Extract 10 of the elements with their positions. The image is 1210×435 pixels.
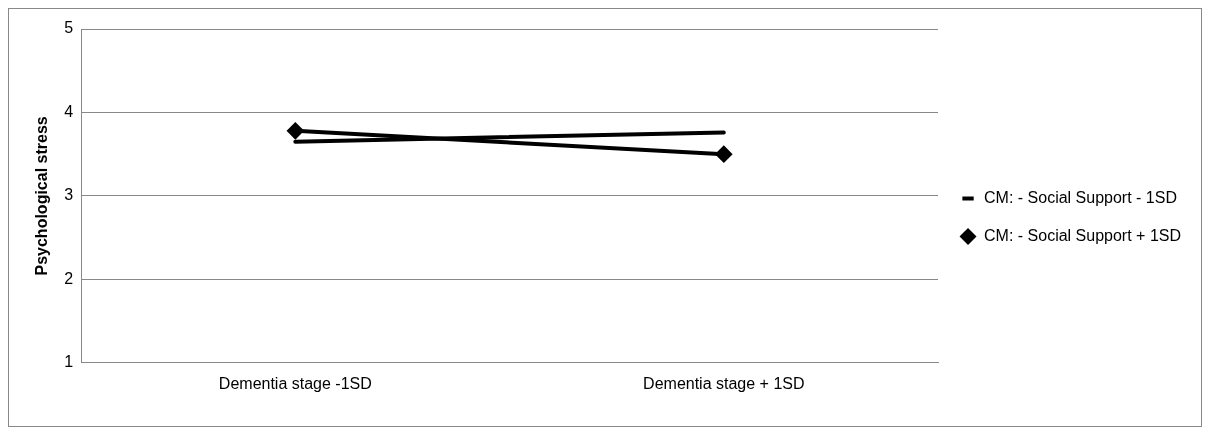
y-tick-label: 3: [64, 186, 74, 204]
y-tick-label: 4: [64, 102, 74, 120]
y-tick-label: 2: [64, 269, 74, 287]
x-tick-label: Dementia stage + 1SD: [643, 374, 805, 392]
legend-label: CM: - Social Support + 1SD: [984, 226, 1181, 244]
x-tick-label: Dementia stage -1SD: [218, 374, 372, 392]
y-tick-label: 1: [64, 353, 74, 371]
y-axis-title: Psychological stress: [33, 116, 51, 276]
y-tick-label: 5: [64, 19, 74, 37]
legend-label: CM: - Social Support - 1SD: [984, 188, 1177, 206]
